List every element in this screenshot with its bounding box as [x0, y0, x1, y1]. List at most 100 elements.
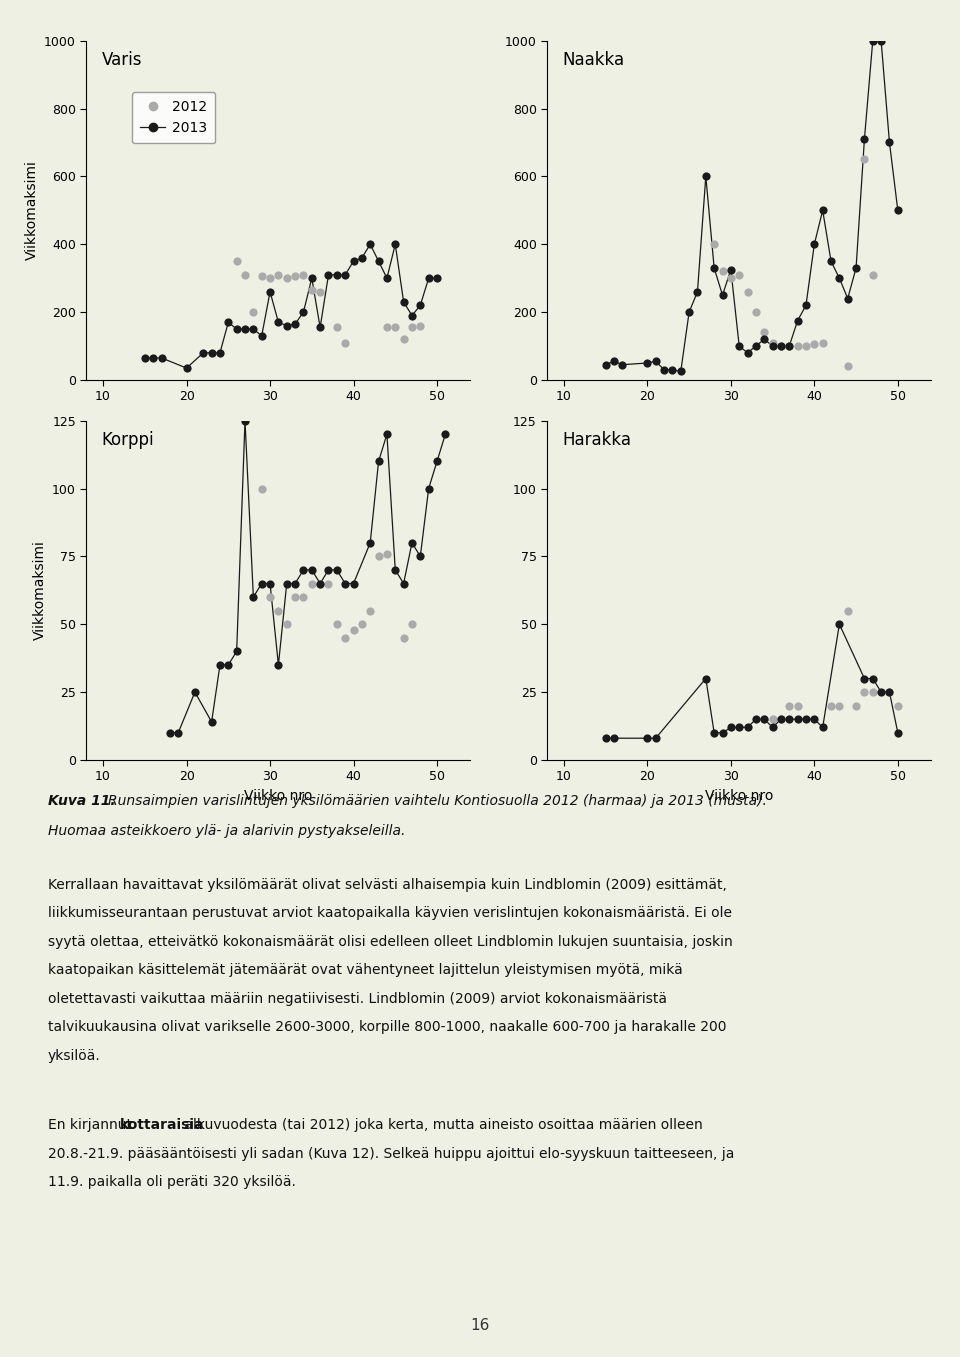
Point	[179, 357, 194, 379]
Point	[287, 313, 302, 335]
Point	[732, 263, 747, 286]
Point	[648, 727, 663, 749]
Point	[237, 263, 252, 286]
Text: Runsaimpien varislintujen yksilömäärien vaihtelu Kontiosuolla 2012 (harmaa) ja 2: Runsaimpien varislintujen yksilömäärien …	[108, 794, 766, 807]
Point	[824, 250, 839, 271]
Point	[254, 573, 270, 594]
Text: Naakka: Naakka	[563, 50, 625, 69]
Point	[321, 263, 336, 286]
Point	[304, 559, 320, 581]
Point	[856, 128, 872, 149]
Point	[346, 619, 361, 641]
Point	[171, 722, 186, 744]
Point	[707, 256, 722, 278]
Point	[429, 451, 444, 472]
Point	[254, 478, 270, 499]
Text: kottaraisia: kottaraisia	[120, 1118, 204, 1132]
Point	[856, 148, 872, 170]
Point	[781, 335, 797, 357]
Point	[321, 573, 336, 594]
Point	[371, 546, 386, 567]
Point	[715, 722, 731, 744]
Point	[329, 316, 345, 338]
Point	[329, 559, 345, 581]
Point	[732, 335, 747, 357]
Point	[865, 668, 880, 689]
Point	[312, 316, 327, 338]
Point	[404, 613, 420, 635]
Point	[396, 328, 411, 350]
Point	[296, 263, 311, 286]
Point	[279, 613, 295, 635]
Point	[254, 266, 270, 288]
Point	[262, 267, 277, 289]
Point	[890, 695, 905, 716]
Point	[413, 315, 428, 337]
Point	[229, 641, 245, 662]
Point	[690, 281, 706, 303]
Point	[379, 423, 395, 445]
Y-axis label: Viikkomaksimi: Viikkomaksimi	[25, 160, 38, 261]
Point	[304, 573, 320, 594]
X-axis label: Viikko nro: Viikko nro	[705, 788, 774, 803]
Point	[840, 356, 855, 377]
Point	[329, 613, 345, 635]
Point	[790, 309, 805, 331]
Point	[221, 654, 236, 676]
Point	[865, 30, 880, 52]
Point	[856, 681, 872, 703]
Text: syytä olettaa, etteivätkö kokonaismäärät olisi edelleen olleet Lindblomin lukuje: syytä olettaa, etteivätkö kokonaismäärät…	[48, 935, 732, 949]
Point	[271, 312, 286, 334]
Point	[765, 716, 780, 738]
Point	[874, 30, 889, 52]
Point	[363, 233, 378, 255]
Point	[229, 250, 245, 271]
Point	[262, 281, 277, 303]
Point	[379, 316, 395, 338]
Point	[312, 281, 327, 303]
Point	[388, 233, 403, 255]
Point	[429, 267, 444, 289]
Point	[831, 695, 847, 716]
Point	[338, 573, 353, 594]
Point	[379, 543, 395, 565]
Point	[363, 532, 378, 554]
Point	[598, 354, 613, 376]
Point	[404, 532, 420, 554]
Text: 20.8.-21.9. pääsääntöisesti yli sadan (Kuva 12). Selkeä huippu ajoittui elo-syys: 20.8.-21.9. pääsääntöisesti yli sadan (K…	[48, 1147, 734, 1160]
Point	[806, 233, 822, 255]
Point	[346, 250, 361, 271]
Point	[831, 613, 847, 635]
Point	[840, 600, 855, 622]
Point	[212, 654, 228, 676]
Text: Kuva 11.: Kuva 11.	[48, 794, 115, 807]
Point	[279, 315, 295, 337]
Point	[790, 708, 805, 730]
Point	[614, 354, 630, 376]
Point	[882, 132, 898, 153]
Point	[371, 451, 386, 472]
Point	[229, 318, 245, 339]
Point	[773, 335, 788, 357]
Point	[312, 573, 327, 594]
Point	[740, 281, 756, 303]
Point	[296, 301, 311, 323]
Point	[438, 423, 453, 445]
Point	[287, 266, 302, 288]
Point	[815, 332, 830, 354]
Text: En kirjannut: En kirjannut	[48, 1118, 136, 1132]
Point	[890, 199, 905, 221]
Point	[732, 716, 747, 738]
Point	[773, 708, 788, 730]
Point	[396, 627, 411, 649]
Point	[421, 267, 437, 289]
Point	[856, 668, 872, 689]
Point	[806, 708, 822, 730]
Point	[329, 263, 345, 286]
Point	[162, 722, 178, 744]
Point	[748, 335, 763, 357]
Point	[321, 559, 336, 581]
Point	[765, 335, 780, 357]
Point	[246, 301, 261, 323]
Point	[765, 332, 780, 354]
